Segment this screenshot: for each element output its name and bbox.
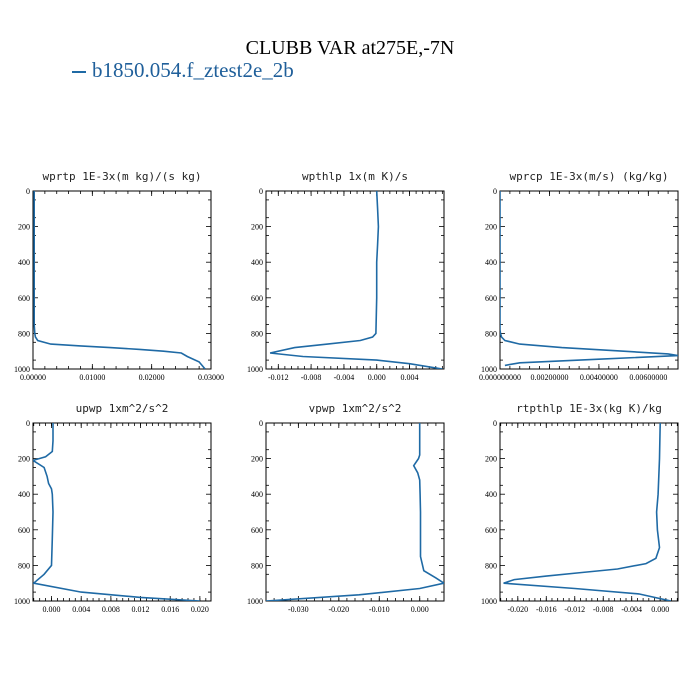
panel-title: rtpthlp 1E-3x(kg K)/kg: [516, 402, 662, 415]
x-tick-label: -0.008: [301, 373, 322, 382]
x-tick-label: -0.004: [334, 373, 355, 382]
y-tick-label: 0: [493, 187, 497, 196]
series-line: [503, 423, 672, 601]
series-line: [33, 423, 200, 601]
plot-frame: [499, 422, 679, 602]
panel-title: wpthlp 1x(m K)/s: [302, 170, 408, 183]
chart-panel-2: wpthlp 1x(m K)/s 0 200 400 600 800 1000 -0.012 -…: [247, 170, 445, 382]
y-tick-label: 0: [259, 419, 263, 428]
y-tick-label: 0: [26, 419, 30, 428]
x-tick-label: -0.020: [328, 605, 349, 614]
x-tick-label: 0.00400000: [580, 373, 618, 382]
x-tick-label: 0.000000000: [479, 373, 521, 382]
series-line: [500, 191, 678, 367]
y-tick-label: 200: [18, 223, 30, 232]
x-tick-label: -0.012: [268, 373, 289, 382]
plot-frame: [265, 422, 445, 602]
y-tick-label: 1000: [481, 365, 497, 374]
panel-title: upwp 1xm^2/s^2: [76, 402, 169, 415]
y-tick-label: 800: [18, 329, 30, 338]
y-tick-label: 600: [251, 526, 263, 535]
x-tick-label: -0.010: [369, 605, 390, 614]
x-tick-label: 0.012: [132, 605, 150, 614]
x-tick-label: 0.004: [72, 605, 90, 614]
plot-frame: [32, 190, 212, 370]
y-tick-label: 1000: [14, 365, 30, 374]
y-tick-label: 0: [493, 419, 497, 428]
y-tick-label: 800: [18, 561, 30, 570]
x-tick-label: 0.016: [161, 605, 179, 614]
series-line: [269, 191, 443, 369]
x-tick-label: 0.00200000: [530, 373, 568, 382]
plot-frame: [499, 190, 679, 370]
y-tick-label: 600: [251, 294, 263, 303]
page-title: CLUBB VAR at275E,-7N: [245, 37, 455, 59]
x-tick-label: -0.008: [593, 605, 614, 614]
x-tick-label: 0.03000: [198, 373, 224, 382]
x-tick-label: -0.012: [564, 605, 585, 614]
y-tick-label: 1000: [247, 365, 263, 374]
y-tick-label: 0: [26, 187, 30, 196]
y-tick-label: 200: [18, 455, 30, 464]
y-tick-label: 200: [251, 223, 263, 232]
x-tick-label: 0.02000: [139, 373, 165, 382]
y-tick-label: 1000: [14, 597, 30, 606]
panel-title: wprcp 1E-3x(m/s) (kg/kg): [510, 170, 669, 183]
y-tick-label: 600: [18, 526, 30, 535]
x-tick-label: 0.000: [411, 605, 429, 614]
x-tick-label: 0.00600000: [629, 373, 667, 382]
y-tick-label: 400: [18, 490, 30, 499]
y-tick-label: 400: [485, 258, 497, 267]
legend: b1850.054.f_ztest2e_2b: [72, 58, 294, 83]
y-tick-label: 400: [251, 258, 263, 267]
y-tick-label: 600: [485, 294, 497, 303]
y-tick-label: 200: [251, 455, 263, 464]
x-tick-label: 0.00000: [20, 373, 46, 382]
series-line: [33, 191, 206, 369]
x-tick-label: -0.030: [288, 605, 309, 614]
chart-panel-6: rtpthlp 1E-3x(kg K)/kg 0 200 400 600 800 1000 -…: [481, 402, 679, 614]
plot-frame: [32, 422, 212, 602]
y-tick-label: 600: [485, 526, 497, 535]
chart-panel-3: wprcp 1E-3x(m/s) (kg/kg) 0 200 400 600 800 100…: [479, 170, 679, 382]
x-tick-label: 0.000: [368, 373, 386, 382]
series-line: [266, 423, 444, 601]
x-tick-label: -0.004: [621, 605, 642, 614]
y-tick-label: 1000: [481, 597, 497, 606]
chart-panel-4: upwp 1xm^2/s^2 0 200 400 600 800 1000 0.000 0.00…: [14, 402, 212, 614]
x-tick-label: 0.020: [191, 605, 209, 614]
y-tick-label: 800: [485, 329, 497, 338]
plot-frame: [265, 190, 445, 370]
x-tick-label: 0.008: [102, 605, 120, 614]
legend-line-swatch: [72, 71, 86, 74]
panel-title: vpwp 1xm^2/s^2: [309, 402, 402, 415]
chart-panel-5: vpwp 1xm^2/s^2 0 200 400 600 800 1000 -0.030 -0.…: [247, 402, 445, 614]
y-tick-label: 800: [485, 561, 497, 570]
y-tick-label: 400: [18, 258, 30, 267]
x-tick-label: 0.01000: [79, 373, 105, 382]
x-tick-label: 0.000: [651, 605, 669, 614]
y-tick-label: 400: [251, 490, 263, 499]
y-tick-label: 1000: [247, 597, 263, 606]
y-tick-label: 800: [251, 329, 263, 338]
y-tick-label: 800: [251, 561, 263, 570]
y-tick-label: 0: [259, 187, 263, 196]
x-tick-label: -0.020: [507, 605, 528, 614]
legend-label: b1850.054.f_ztest2e_2b: [92, 58, 294, 82]
y-tick-label: 400: [485, 490, 497, 499]
panel-title: wprtp 1E-3x(m kg)/(s kg): [43, 170, 202, 183]
x-tick-label: 0.000: [43, 605, 61, 614]
y-tick-label: 200: [485, 223, 497, 232]
x-tick-label: -0.016: [536, 605, 557, 614]
y-tick-label: 200: [485, 455, 497, 464]
chart-panel-1: wprtp 1E-3x(m kg)/(s kg) 0 200 400 600 800 100…: [14, 170, 224, 382]
y-tick-label: 600: [18, 294, 30, 303]
x-tick-label: 0.004: [401, 373, 419, 382]
